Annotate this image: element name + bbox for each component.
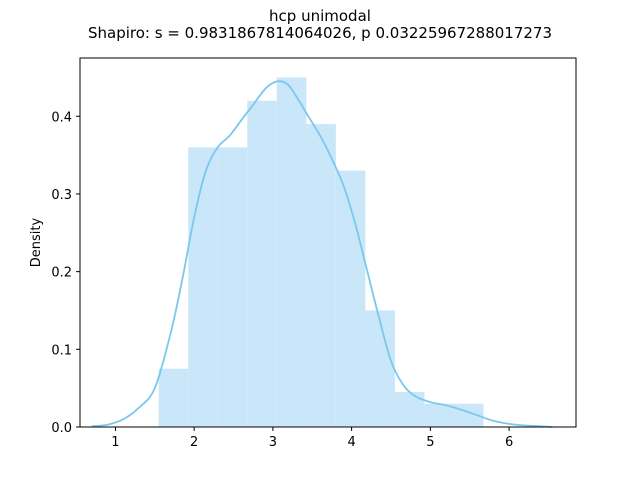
histogram-bar (365, 310, 395, 427)
histogram-bar (217, 147, 248, 427)
y-axis-ticks: 0.0 0.1 0.2 0.3 0.4 (51, 110, 80, 436)
histogram-bar (247, 100, 277, 427)
histogram-bar (158, 368, 189, 427)
histogram-bar (276, 77, 307, 427)
histogram-bar (306, 124, 336, 427)
y-tick-label: 0.1 (51, 343, 72, 358)
bars-layer (158, 77, 484, 428)
kde-layer (91, 80, 553, 428)
chart-subtitle: Shapiro: s = 0.9831867814064026, p 0.032… (87, 24, 553, 42)
y-tick-label: 0.0 (51, 421, 72, 436)
histogram-bar (335, 170, 366, 428)
plot-frame (79, 57, 577, 428)
y-tick-label: 0.4 (51, 110, 72, 125)
x-tick-label: 4 (347, 435, 355, 450)
x-tick-label: 3 (269, 435, 277, 450)
histogram-bar (188, 147, 218, 427)
x-tick-label: 1 (111, 435, 119, 450)
chart-title: hcp unimodal (269, 7, 371, 25)
y-axis-label: Density (29, 217, 44, 267)
x-tick-label: 6 (505, 435, 513, 450)
x-tick-label: 5 (426, 435, 434, 450)
y-tick-label: 0.3 (51, 188, 72, 203)
histogram-bar (394, 392, 425, 427)
x-tick-label: 2 (190, 435, 198, 450)
histogram-bar (424, 403, 454, 427)
kde-line (91, 80, 553, 428)
y-tick-label: 0.2 (51, 266, 72, 281)
x-axis-ticks: 1 2 3 4 5 6 (111, 427, 513, 450)
